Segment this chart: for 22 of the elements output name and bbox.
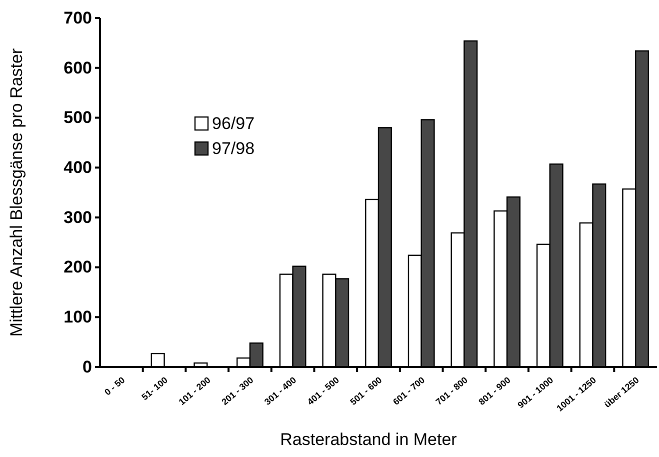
y-tick-label: 100 bbox=[64, 308, 92, 327]
y-tick-label: 500 bbox=[64, 108, 92, 128]
x-tick-label: 51- 100 bbox=[140, 374, 170, 402]
x-tick-label: 201 - 300 bbox=[220, 374, 256, 407]
x-tick-label: 701 - 800 bbox=[434, 374, 470, 407]
x-axis-title: Rasterabstand in Meter bbox=[280, 430, 458, 449]
y-tick-label: 700 bbox=[64, 8, 92, 28]
y-tick-label: 300 bbox=[64, 208, 92, 227]
x-tick-label: 601 - 700 bbox=[391, 374, 427, 407]
x-tick-label: 401 - 500 bbox=[305, 374, 341, 407]
x-tick-label: 501 - 600 bbox=[348, 374, 384, 407]
x-tick-label: 301 - 400 bbox=[262, 374, 298, 407]
x-tick-label: 101 - 200 bbox=[176, 374, 212, 407]
x-tick-label: 801 - 900 bbox=[476, 374, 512, 407]
y-tick-label: 400 bbox=[64, 158, 92, 178]
legend-label: 97/98 bbox=[212, 139, 255, 158]
y-tick-label: 200 bbox=[64, 258, 92, 277]
y-tick-label: 0 bbox=[82, 357, 92, 376]
legend-label: 96/97 bbox=[212, 114, 255, 133]
y-tick-label: 600 bbox=[64, 58, 92, 78]
y-axis-title: Mittlere Anzahl Blessgänse pro Raster bbox=[7, 48, 26, 337]
x-tick-label: 0 - 50 bbox=[102, 374, 127, 398]
